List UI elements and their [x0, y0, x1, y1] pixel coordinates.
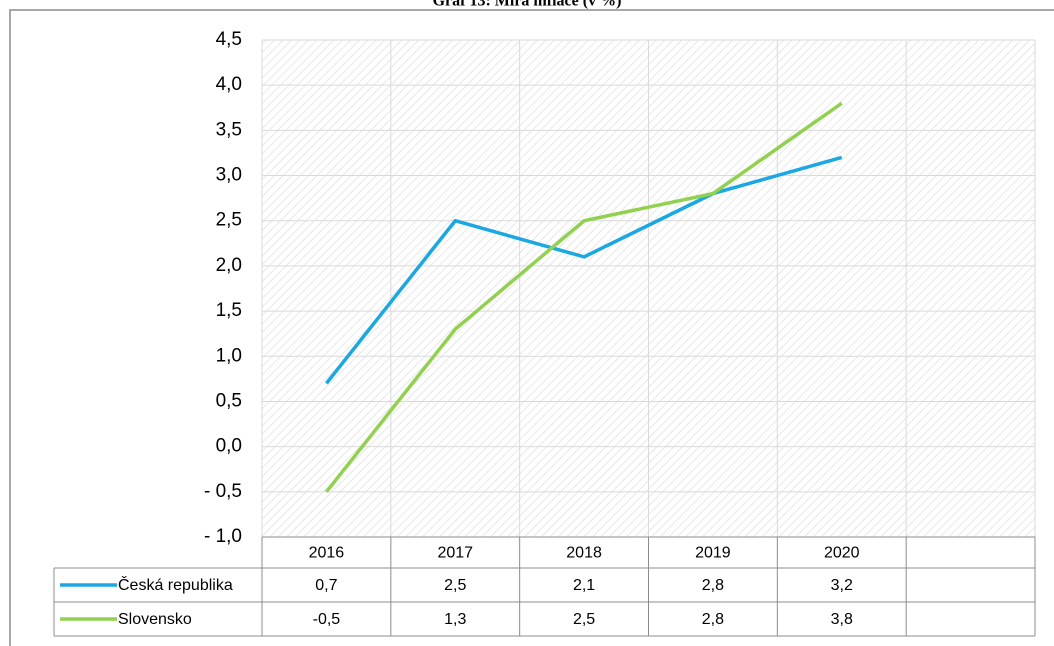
- chart-frame: [9, 9, 1054, 646]
- chart-title: Graf 13: Míra inflace (v %): [433, 0, 622, 10]
- table-value: 3,8: [831, 611, 853, 628]
- y-tick-label: 0,0: [216, 436, 242, 457]
- y-tick-label: - 0,5: [204, 481, 242, 502]
- table-value: 2,8: [702, 611, 724, 628]
- y-tick-label: 3,0: [216, 165, 242, 186]
- y-tick-label: 2,0: [216, 255, 242, 276]
- x-tick-label: 2019: [695, 545, 731, 562]
- y-tick-label: 0,5: [216, 390, 242, 411]
- table-value: -0,5: [313, 611, 341, 628]
- y-tick-label: 4,0: [216, 74, 242, 95]
- x-tick-label: 2016: [309, 545, 345, 562]
- y-tick-label: 1,5: [216, 300, 242, 321]
- legend-label: Slovensko: [118, 611, 192, 628]
- y-tick-label: - 1,0: [204, 526, 242, 547]
- table-value: 2,5: [444, 577, 466, 594]
- y-tick-label: 4,5: [216, 29, 242, 50]
- table-value: 2,8: [702, 577, 724, 594]
- series-line: [325, 101, 843, 493]
- y-tick-label: 2,5: [216, 210, 242, 231]
- series-line: [325, 155, 843, 385]
- table-value: 2,1: [573, 577, 595, 594]
- table-value: 0,7: [315, 577, 337, 594]
- x-tick-label: 2017: [437, 545, 473, 562]
- legend-label: Česká republika: [118, 575, 233, 594]
- table-value: 1,3: [444, 611, 466, 628]
- y-tick-label: 3,5: [216, 119, 242, 140]
- x-tick-label: 2020: [824, 545, 860, 562]
- x-tick-label: 2018: [566, 545, 602, 562]
- table-value: 3,2: [831, 577, 853, 594]
- y-tick-label: 1,0: [216, 345, 242, 366]
- table-value: 2,5: [573, 611, 595, 628]
